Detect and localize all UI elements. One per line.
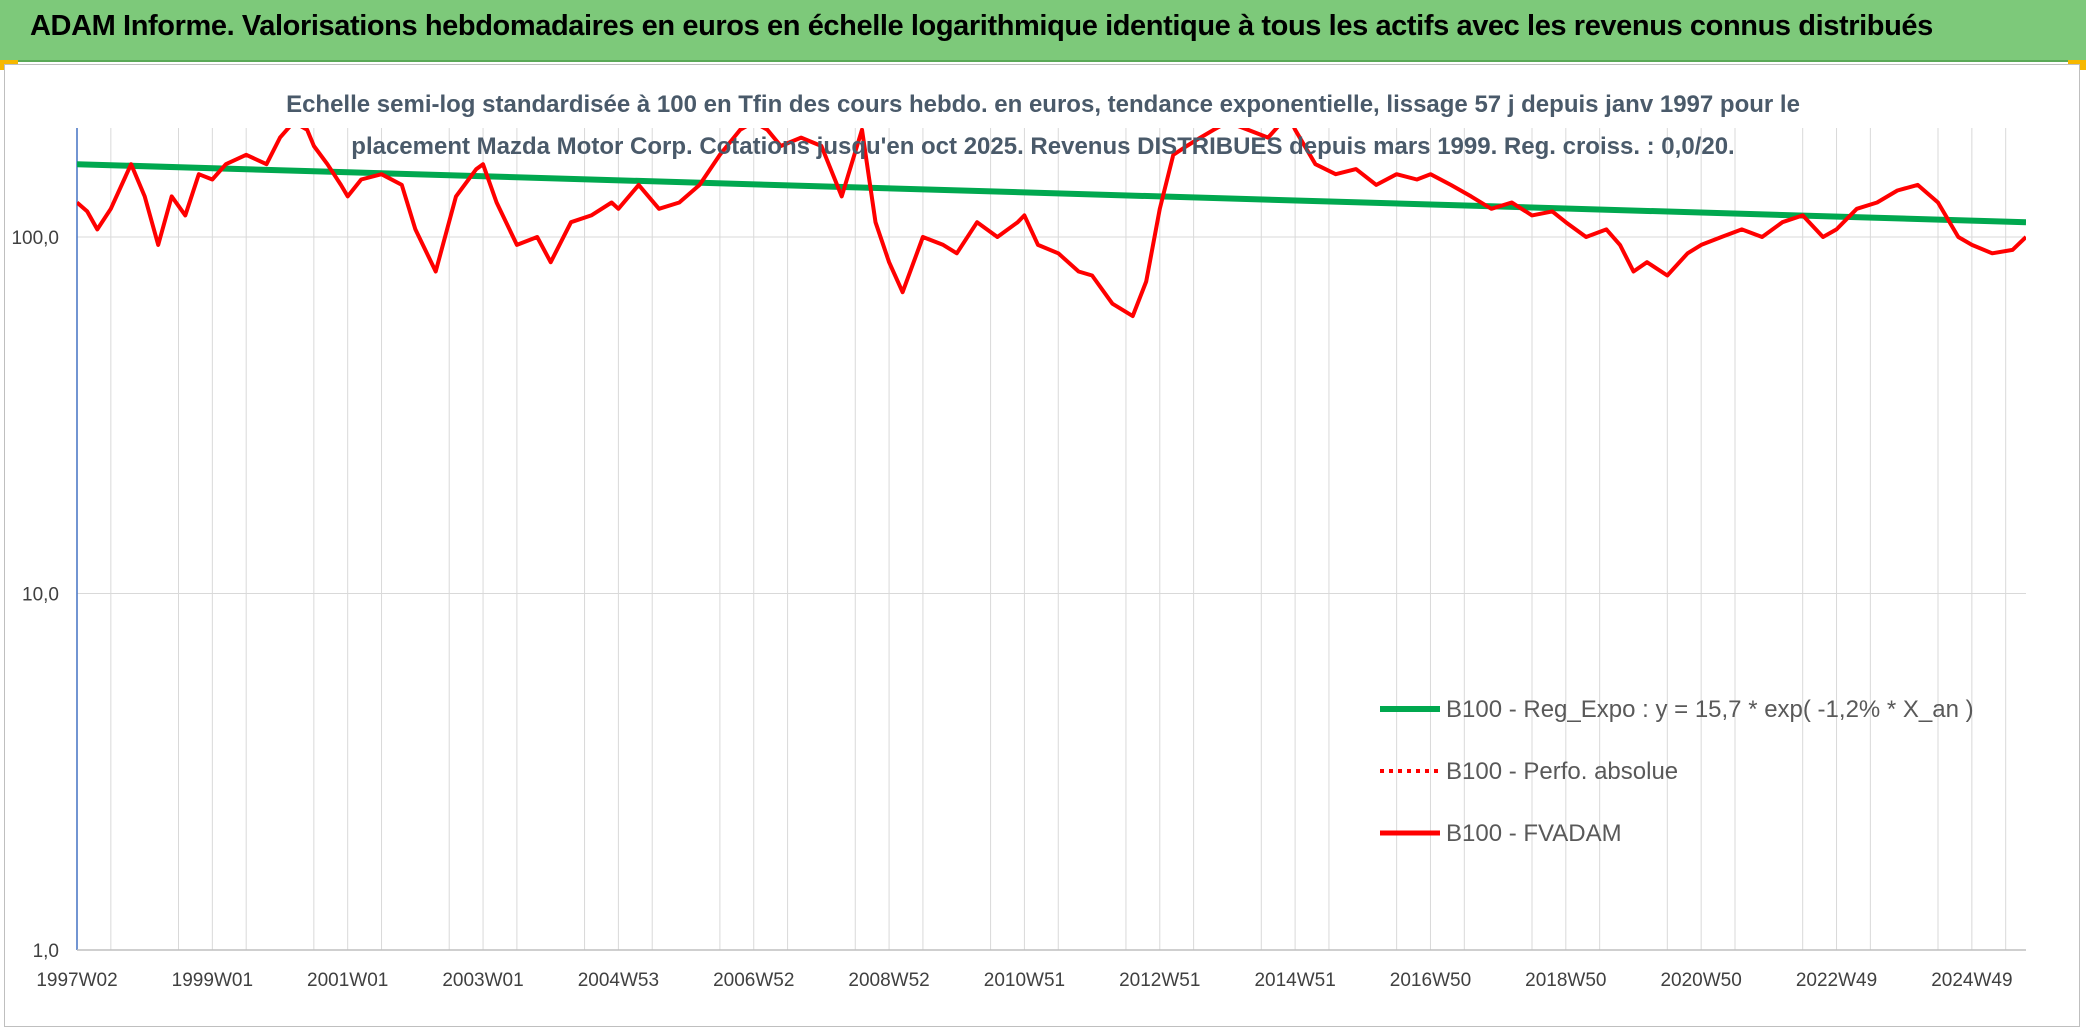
x-tick-label: 2008W52	[848, 970, 929, 991]
chart-subtitle-line-1: Echelle semi-log standardisée à 100 en T…	[286, 91, 1800, 118]
x-tick-label: 2003W01	[442, 970, 523, 991]
legend-label: B100 - Perfo. absolue	[1446, 758, 1678, 785]
series-line-reg-expo	[77, 161, 2026, 226]
page-title: ADAM Informe. Valorisations hebdomadaire…	[30, 10, 1933, 42]
x-tick-label: 2016W50	[1390, 970, 1471, 991]
y-tick-label: 1,0	[33, 941, 59, 962]
x-tick-label: 1997W02	[36, 970, 117, 991]
y-tick-label: 100,0	[11, 228, 59, 249]
series-line-fvadam	[77, 128, 2026, 319]
x-tick-label: 2024W49	[1931, 970, 2012, 991]
x-tick-label: 2010W51	[984, 970, 1065, 991]
x-tick-label: 2018W50	[1525, 970, 1606, 991]
legend-label: B100 - FVADAM	[1446, 820, 1622, 847]
chart-frame	[4, 64, 2080, 1027]
series-group	[77, 128, 2026, 319]
x-tick-label: 2004W53	[578, 970, 659, 991]
x-tick-label: 2012W51	[1119, 970, 1200, 991]
x-tick-label: 1999W01	[172, 970, 253, 991]
legend-label: B100 - Reg_Expo : y = 15,7 * exp( -1,2% …	[1446, 696, 1974, 723]
x-tick-label: 2014W51	[1254, 970, 1335, 991]
header-banner: ADAM Informe. Valorisations hebdomadaire…	[0, 0, 2086, 62]
x-tick-label: 2020W50	[1660, 970, 1741, 991]
x-tick-label: 2022W49	[1796, 970, 1877, 991]
x-tick-label: 2006W52	[713, 970, 794, 991]
chart-subtitle-line-2: placement Mazda Motor Corp. Cotations ju…	[351, 133, 1735, 160]
y-tick-label: 10,0	[22, 585, 59, 606]
x-tick-label: 2001W01	[307, 970, 388, 991]
